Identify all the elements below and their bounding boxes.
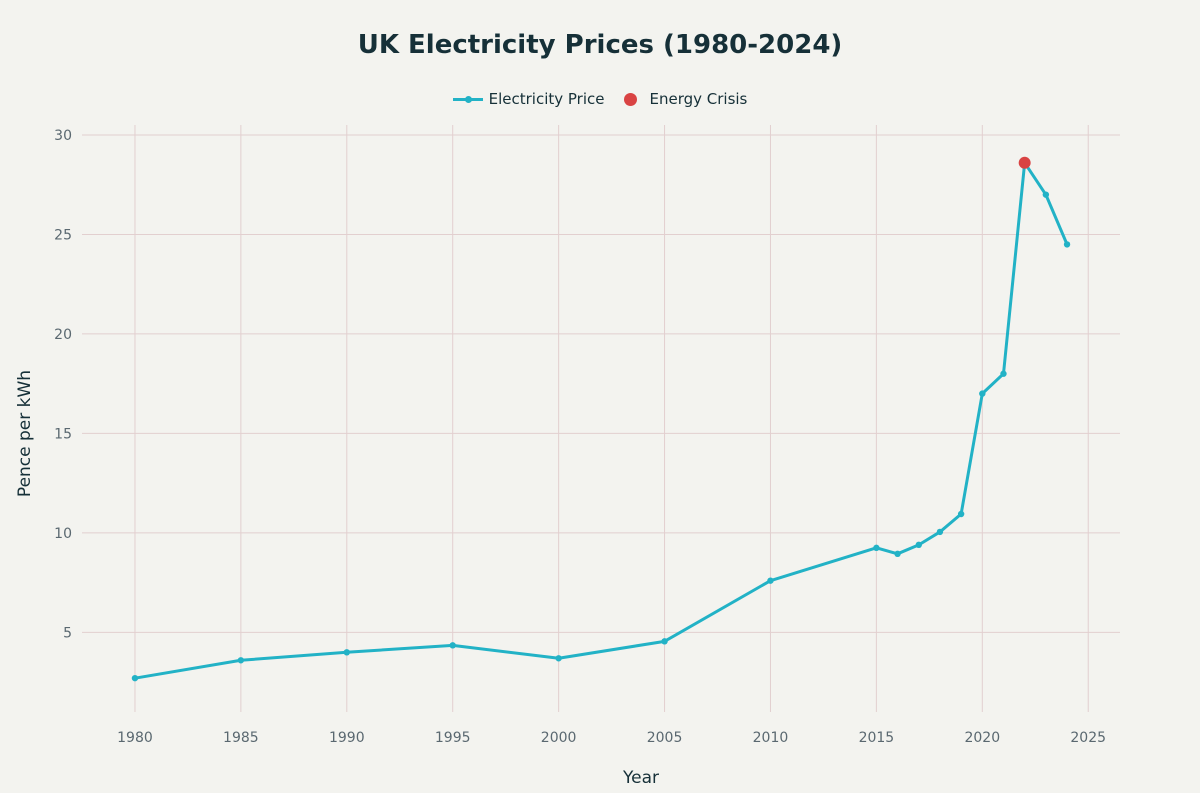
legend-line-marker-icon [452,95,483,103]
x-tick-label: 2005 [647,730,683,746]
electricity-price-point [979,390,986,397]
y-tick-label: 25 [54,227,72,243]
legend-item-electricity-price[interactable]: Electricity Price [452,90,605,108]
x-tick-label: 1985 [223,730,259,746]
electricity-price-point [936,528,944,536]
x-tick-label: 2015 [859,730,895,746]
x-tick-label: 1995 [435,730,471,746]
electricity-price-point [1042,191,1050,198]
y-axis-title: Pence per kWh [15,370,35,497]
electricity-price-point [449,642,456,649]
electricity-price-point [131,674,139,682]
y-tick-label: 15 [54,426,72,442]
electricity-price-point [1063,241,1071,248]
legend-label-energy-crisis: Energy Crisis [649,90,748,108]
x-tick-label: 2020 [964,730,1000,746]
legend-dot-marker-icon [624,92,638,106]
y-tick-label: 5 [63,625,72,641]
x-tick-label: 2000 [541,730,577,746]
x-axis-title: Year [622,768,659,788]
chart-legend: Electricity Price Energy Crisis [0,90,1200,108]
x-tick-label: 2010 [753,730,789,746]
y-tick-label: 20 [54,327,72,343]
electricity-price-point [1000,370,1007,377]
electricity-price-point [957,510,965,518]
legend-item-energy-crisis[interactable]: Energy Crisis [624,90,747,108]
electricity-price-point [343,649,350,656]
electricity-price-line [133,161,1069,680]
electricity-price-point [767,577,774,584]
x-tick-label: 1990 [329,730,365,746]
x-tick-label: 1980 [117,730,153,746]
legend-label-electricity-price: Electricity Price [488,90,605,108]
energy-crisis-point [1018,156,1031,169]
electricity-price-point [894,550,901,558]
electricity-price-point [915,541,922,549]
x-tick-label: 2025 [1070,730,1106,746]
y-tick-label: 30 [54,128,72,144]
electricity-price-point [555,655,562,662]
chart-title: UK Electricity Prices (1980-2024) [357,30,843,60]
electricity-price-point [873,544,880,552]
y-tick-label: 10 [54,526,72,542]
electricity-price-point [661,638,668,645]
electricity-price-point [237,657,245,664]
